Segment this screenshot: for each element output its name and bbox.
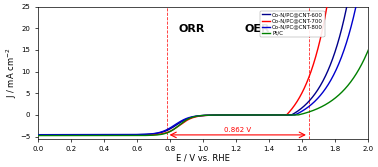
Text: ORR: ORR: [178, 24, 204, 34]
Legend: Co-N/PC@CNT-600, Co-N/PC@CNT-700, Co-N/PC@CNT-800, Pt/C: Co-N/PC@CNT-600, Co-N/PC@CNT-700, Co-N/P…: [260, 11, 325, 37]
Text: OER: OER: [245, 24, 270, 34]
X-axis label: E / V vs. RHE: E / V vs. RHE: [176, 154, 230, 163]
Text: 0.862 V: 0.862 V: [224, 127, 251, 133]
Y-axis label: J / mA cm$^{-2}$: J / mA cm$^{-2}$: [4, 47, 19, 98]
